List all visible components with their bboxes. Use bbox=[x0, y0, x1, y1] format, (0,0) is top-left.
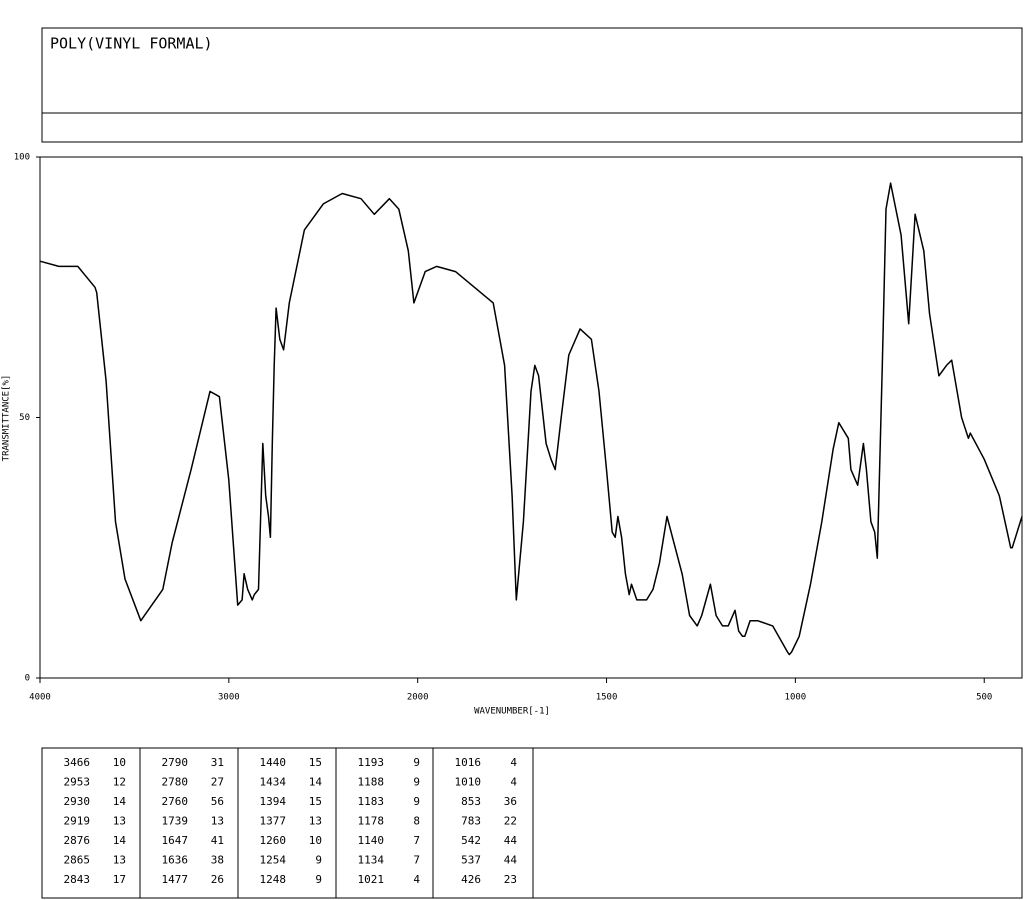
peak-wavenumber: 2790 bbox=[162, 756, 189, 769]
peak-intensity: 36 bbox=[504, 795, 517, 808]
x-tick-label: 1000 bbox=[785, 693, 807, 703]
peak-intensity: 10 bbox=[309, 834, 322, 847]
peak-table-box bbox=[41, 747, 1023, 899]
peak-intensity: 56 bbox=[211, 795, 224, 808]
peak-intensity: 22 bbox=[504, 815, 517, 828]
x-tick-label: 3000 bbox=[218, 693, 240, 703]
peak-intensity: 23 bbox=[504, 873, 517, 886]
peak-intensity: 4 bbox=[413, 873, 420, 886]
peak-intensity: 41 bbox=[211, 834, 224, 847]
peak-wavenumber: 1636 bbox=[162, 854, 189, 867]
peak-wavenumber: 2760 bbox=[162, 795, 189, 808]
x-tick-label: 4000 bbox=[29, 693, 51, 703]
peak-wavenumber: 1254 bbox=[260, 854, 287, 867]
peak-intensity: 9 bbox=[413, 756, 420, 769]
peak-wavenumber: 1016 bbox=[455, 756, 482, 769]
y-axis-label: TRANSMITTANCE[%] bbox=[2, 375, 12, 462]
peak-wavenumber: 1477 bbox=[162, 873, 189, 886]
peak-wavenumber: 783 bbox=[461, 815, 481, 828]
peak-wavenumber: 1183 bbox=[358, 795, 385, 808]
peak-wavenumber: 2953 bbox=[64, 776, 91, 789]
peak-intensity: 44 bbox=[504, 834, 518, 847]
peak-intensity: 13 bbox=[113, 815, 126, 828]
peak-wavenumber: 853 bbox=[461, 795, 481, 808]
peak-wavenumber: 1134 bbox=[358, 854, 385, 867]
chart-title: POLY(VINYL FORMAL) bbox=[50, 35, 213, 53]
peak-intensity: 14 bbox=[113, 795, 127, 808]
peak-wavenumber: 1140 bbox=[358, 834, 385, 847]
peak-intensity: 10 bbox=[113, 756, 126, 769]
y-tick-label: 0 bbox=[25, 674, 30, 684]
peak-intensity: 38 bbox=[211, 854, 224, 867]
peak-intensity: 13 bbox=[211, 815, 224, 828]
x-tick-label: 1500 bbox=[596, 693, 618, 703]
peak-wavenumber: 1188 bbox=[358, 776, 385, 789]
peak-intensity: 12 bbox=[113, 776, 126, 789]
peak-wavenumber: 2919 bbox=[64, 815, 91, 828]
peak-intensity: 7 bbox=[413, 854, 420, 867]
peak-wavenumber: 1178 bbox=[358, 815, 385, 828]
peak-intensity: 4 bbox=[510, 776, 517, 789]
peak-wavenumber: 2865 bbox=[64, 854, 91, 867]
peak-intensity: 9 bbox=[315, 854, 322, 867]
peak-wavenumber: 1434 bbox=[260, 776, 287, 789]
peak-intensity: 14 bbox=[113, 834, 127, 847]
peak-wavenumber: 1647 bbox=[162, 834, 189, 847]
peak-wavenumber: 426 bbox=[461, 873, 481, 886]
peak-intensity: 8 bbox=[413, 815, 420, 828]
peak-wavenumber: 3466 bbox=[64, 756, 91, 769]
peak-intensity: 15 bbox=[309, 756, 322, 769]
spectrum-line bbox=[39, 182, 1023, 656]
peak-intensity: 13 bbox=[113, 854, 126, 867]
peak-intensity: 27 bbox=[211, 776, 224, 789]
peak-intensity: 26 bbox=[211, 873, 224, 886]
peak-wavenumber: 542 bbox=[461, 834, 481, 847]
peak-intensity: 9 bbox=[315, 873, 322, 886]
peak-wavenumber: 1010 bbox=[455, 776, 482, 789]
peak-intensity: 15 bbox=[309, 795, 322, 808]
x-tick-label: 2000 bbox=[407, 693, 429, 703]
peak-wavenumber: 2930 bbox=[64, 795, 91, 808]
peak-intensity: 44 bbox=[504, 854, 518, 867]
peak-wavenumber: 1739 bbox=[162, 815, 189, 828]
y-tick-label: 50 bbox=[19, 413, 30, 423]
peak-intensity: 13 bbox=[309, 815, 322, 828]
peak-wavenumber: 1248 bbox=[260, 873, 287, 886]
x-axis-label: WAVENUMBER[-1] bbox=[474, 707, 550, 717]
peak-wavenumber: 2843 bbox=[64, 873, 91, 886]
plot-frame bbox=[39, 156, 1023, 679]
peak-wavenumber: 1377 bbox=[260, 815, 287, 828]
x-tick-label: 500 bbox=[976, 693, 992, 703]
peak-wavenumber: 537 bbox=[461, 854, 481, 867]
y-tick-label: 100 bbox=[14, 153, 30, 163]
peak-wavenumber: 1021 bbox=[358, 873, 385, 886]
peak-wavenumber: 1260 bbox=[260, 834, 287, 847]
peak-intensity: 4 bbox=[510, 756, 517, 769]
peak-wavenumber: 1394 bbox=[260, 795, 287, 808]
peak-wavenumber: 2780 bbox=[162, 776, 189, 789]
peak-intensity: 14 bbox=[309, 776, 323, 789]
peak-intensity: 9 bbox=[413, 795, 420, 808]
peak-intensity: 7 bbox=[413, 834, 420, 847]
peak-intensity: 31 bbox=[211, 756, 224, 769]
peak-intensity: 17 bbox=[113, 873, 126, 886]
header-box bbox=[41, 27, 1023, 143]
peak-wavenumber: 1440 bbox=[260, 756, 287, 769]
peak-wavenumber: 2876 bbox=[64, 834, 91, 847]
peak-wavenumber: 1193 bbox=[358, 756, 385, 769]
peak-intensity: 9 bbox=[413, 776, 420, 789]
